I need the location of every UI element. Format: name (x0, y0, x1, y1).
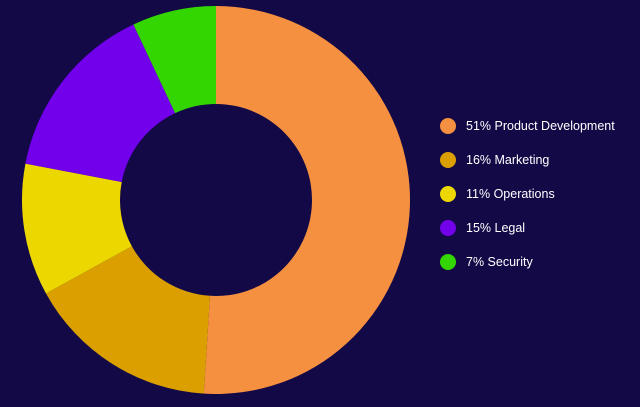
legend-label-security: 7% Security (466, 254, 533, 269)
legend-swatch-product-development (440, 117, 456, 134)
legend-label-legal: 15% Legal (466, 220, 526, 235)
legend-swatch-operations (440, 185, 456, 202)
legend-label-product-development: 51% Product Development (466, 118, 615, 133)
legend-item-marketing[interactable]: 16% Marketing (440, 151, 615, 168)
donut-slice-legal[interactable] (25, 24, 176, 183)
legend-item-security[interactable]: 7% Security (440, 253, 615, 270)
donut-slice-security[interactable] (133, 6, 216, 114)
legend-swatch-legal (440, 219, 456, 236)
donut-slice-marketing[interactable] (45, 246, 210, 394)
legend-item-product-development[interactable]: 51% Product Development (440, 117, 615, 134)
legend-item-operations[interactable]: 11% Operations (440, 185, 615, 202)
legend-item-legal[interactable]: 15% Legal (440, 219, 615, 236)
legend-swatch-security (440, 253, 456, 270)
legend-label-operations: 11% Operations (466, 186, 555, 201)
donut-slice-operations[interactable] (22, 163, 132, 294)
legend-swatch-marketing (440, 151, 456, 168)
legend-label-marketing: 16% Marketing (466, 152, 550, 167)
chart-legend: 51% Product Development 16% Marketing 11… (440, 117, 615, 270)
donut-slice-product-development[interactable] (203, 6, 411, 394)
